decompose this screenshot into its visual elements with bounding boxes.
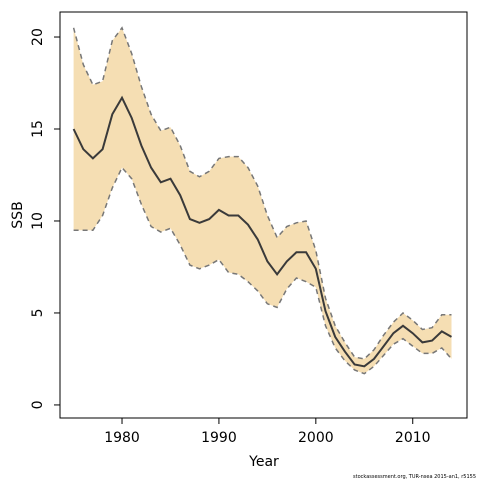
y-axis-label: SSB [10,201,26,228]
x-tick-label: 1980 [104,430,140,446]
y-tick-label: 20 [30,28,46,46]
x-axis-label: Year [248,454,279,470]
y-tick-label: 5 [30,308,46,317]
y-tick-label: 0 [30,400,46,409]
footnote: stockassessment.org, TUR-nsea 2015-an1, … [353,474,476,480]
y-tick-label: 15 [30,120,46,138]
x-tick-label: 1990 [201,430,237,446]
x-tick-label: 2010 [395,430,431,446]
upper-bound [72,26,452,360]
y-tick-label: 10 [30,212,46,230]
x-tick-label: 2000 [298,430,334,446]
lower-bound [73,166,453,375]
ssb-line [72,95,452,368]
plot-frame [59,11,468,419]
